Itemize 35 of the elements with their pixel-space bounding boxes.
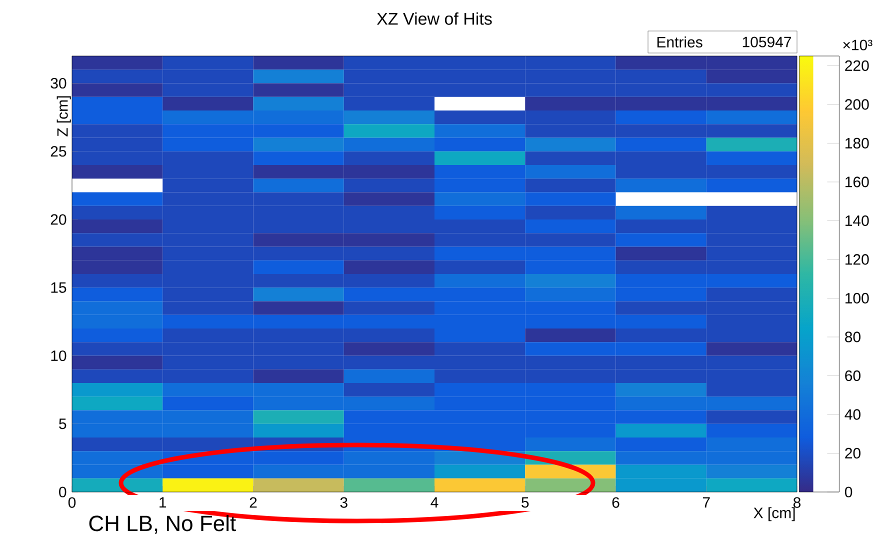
- x-tick-label: 2: [250, 497, 257, 508]
- y-tick-label: 5: [59, 418, 66, 430]
- y-tick-label: 0: [59, 486, 66, 498]
- text: CH LB, No Felt: [89, 515, 236, 534]
- color-bar-label: 60: [845, 370, 860, 382]
- color-bar-label: 160: [846, 176, 869, 188]
- color-bar-label: 100: [846, 292, 869, 304]
- x-tick-label: 1: [160, 497, 166, 508]
- chart-title: XZ View of Hits: [376, 12, 492, 25]
- y-tick-label: 25: [50, 146, 66, 157]
- y-tick-label: 15: [51, 282, 66, 293]
- color-bar-title: ×10³: [843, 40, 872, 50]
- x-tick-label: 4: [430, 497, 438, 508]
- x-tick-label: 0: [68, 497, 76, 508]
- color-bar-label: 200: [845, 99, 869, 110]
- color-bar-label: 40: [844, 409, 860, 420]
- x-tick-label: 7: [702, 497, 710, 508]
- y-tick-label: 30: [50, 78, 66, 89]
- color-bar-label: 140: [846, 215, 869, 226]
- x-tick-label: 5: [522, 497, 529, 508]
- text: Entries: [657, 36, 702, 48]
- color-bar-label: 20: [845, 448, 860, 459]
- y-tick-label: 10: [51, 350, 66, 362]
- text: 105947: [742, 36, 792, 48]
- color-bar-label: 220: [845, 60, 869, 71]
- color-bar-label: 0: [844, 486, 852, 498]
- y-axis-title: Z [cm]: [56, 96, 71, 136]
- x-tick-label: 8: [793, 497, 801, 508]
- y-tick-label: 20: [50, 214, 66, 225]
- color-bar-label: 180: [846, 138, 869, 148]
- x-tick-label: 6: [612, 497, 620, 508]
- color-bar-label: 80: [845, 332, 860, 342]
- x-tick-label: 3: [340, 497, 348, 508]
- color-bar-label: 120: [846, 254, 869, 265]
- x-axis-title: X [cm]: [754, 507, 795, 522]
